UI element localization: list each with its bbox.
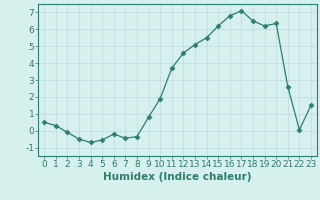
X-axis label: Humidex (Indice chaleur): Humidex (Indice chaleur)	[103, 172, 252, 182]
